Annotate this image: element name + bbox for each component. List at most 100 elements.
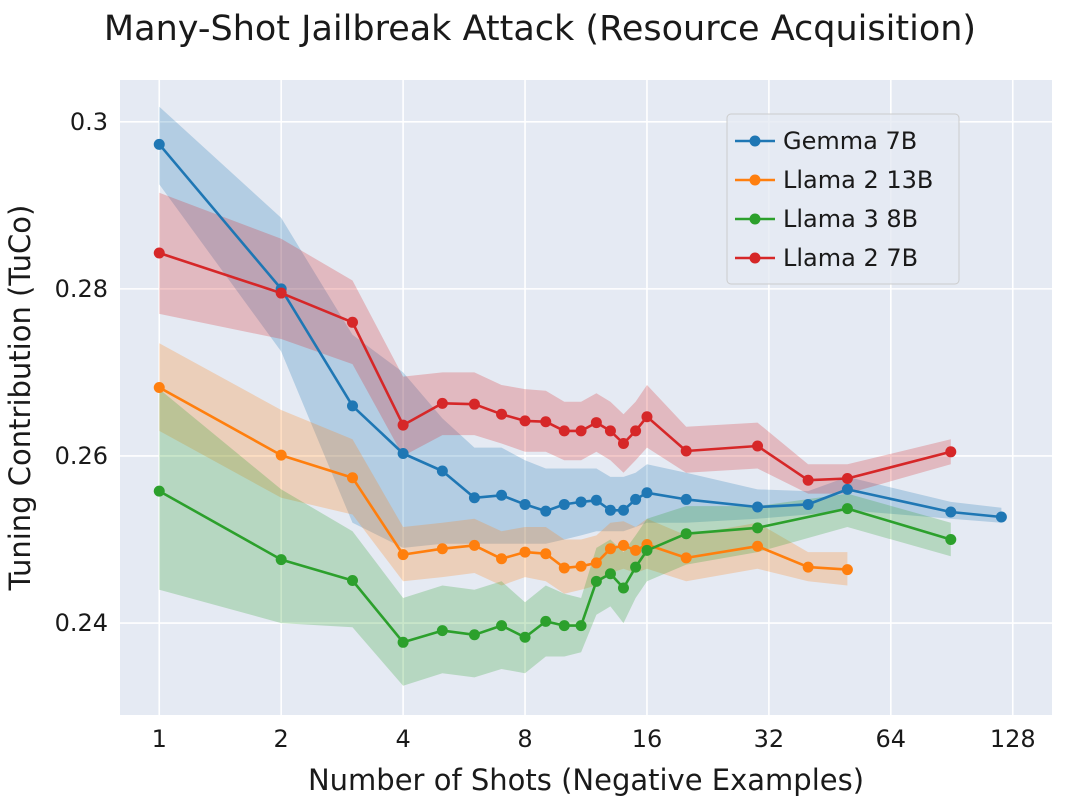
point-llama-3-8b [752, 522, 764, 534]
x-tick-label: 128 [990, 725, 1036, 753]
point-llama-2-7b [558, 425, 570, 437]
y-tick-label: 0.24 [55, 609, 108, 637]
point-llama-2-13b [841, 564, 853, 576]
line-llama-3-8b [158, 489, 952, 644]
point-llama-2-13b [630, 544, 642, 556]
point-llama-2-7b [802, 474, 814, 486]
point-gemma-7b [604, 504, 616, 516]
x-tick-label: 64 [876, 725, 907, 753]
y-axis-label: Tuning Contribution (TuCo) [3, 205, 37, 592]
point-llama-2-13b [590, 557, 602, 569]
x-tick-label: 16 [632, 725, 663, 753]
band-llama-3-8b [159, 389, 951, 686]
legend-label-llama-2-13b: Llama 2 13B [783, 166, 933, 194]
point-llama-2-13b [397, 549, 409, 561]
point-llama-3-8b [558, 620, 570, 632]
point-gemma-7b [397, 447, 409, 459]
y-tick-labels: 0.24 0.26 0.28 0.3 [55, 108, 108, 637]
point-gemma-7b [153, 138, 165, 150]
band-llama-2-13b [159, 343, 848, 594]
line-gemma-7b [158, 143, 1002, 519]
point-gemma-7b [540, 505, 552, 517]
point-llama-3-8b [617, 582, 629, 594]
point-llama-3-8b [540, 615, 552, 627]
x-axis-label: Number of Shots (Negative Examples) [308, 763, 864, 797]
x-tick-labels: 1 2 4 8 16 32 64 128 [152, 725, 1036, 753]
point-llama-3-8b [841, 503, 853, 515]
band-gemma-7b [159, 106, 1002, 548]
y-tick-label: 0.28 [55, 275, 108, 303]
point-gemma-7b [802, 498, 814, 510]
point-gemma-7b [468, 492, 480, 504]
point-llama-2-7b [397, 419, 409, 431]
point-gemma-7b [841, 483, 853, 495]
y-tick-label: 0.3 [70, 108, 108, 136]
point-llama-3-8b [945, 534, 957, 546]
x-tick-label: 1 [152, 725, 167, 753]
point-llama-2-7b [752, 440, 764, 452]
point-gemma-7b [590, 494, 602, 506]
point-llama-3-8b [519, 631, 531, 643]
point-llama-2-7b [680, 445, 692, 457]
legend-marker-llama-2-13b [749, 174, 761, 186]
point-llama-3-8b [680, 528, 692, 540]
chart-title: Many-Shot Jailbreak Attack (Resource Acq… [104, 9, 976, 49]
point-gemma-7b [436, 465, 448, 477]
point-llama-2-7b [590, 417, 602, 429]
point-llama-2-7b [540, 416, 552, 428]
point-gemma-7b [752, 501, 764, 513]
point-llama-2-7b [617, 437, 629, 449]
legend-marker-llama-2-7b [749, 252, 761, 264]
point-gemma-7b [617, 504, 629, 516]
point-llama-2-7b [347, 316, 359, 328]
point-gemma-7b [347, 400, 359, 412]
legend-box [726, 113, 960, 285]
x-tick-label: 4 [395, 725, 410, 753]
point-llama-2-13b [275, 449, 287, 461]
point-gemma-7b [945, 506, 957, 518]
point-llama-2-13b [680, 552, 692, 564]
point-llama-2-13b [575, 560, 587, 572]
point-gemma-7b [558, 498, 570, 510]
point-llama-2-7b [436, 397, 448, 409]
point-llama-2-7b [841, 473, 853, 485]
point-llama-3-8b [590, 575, 602, 587]
point-llama-3-8b [397, 636, 409, 648]
point-llama-3-8b [275, 554, 287, 566]
point-llama-3-8b [153, 485, 165, 497]
point-gemma-7b [519, 498, 531, 510]
point-llama-3-8b [468, 629, 480, 641]
point-llama-2-13b [617, 539, 629, 551]
point-llama-2-7b [496, 408, 508, 420]
point-llama-2-13b [802, 561, 814, 573]
point-llama-2-13b [540, 548, 552, 560]
point-llama-3-8b [575, 620, 587, 632]
point-llama-2-13b [604, 543, 616, 555]
point-llama-2-13b [347, 472, 359, 484]
point-llama-2-7b [945, 446, 957, 458]
point-llama-2-7b [153, 247, 165, 259]
point-llama-2-7b [604, 425, 616, 437]
point-llama-3-8b [641, 544, 653, 556]
band-llama-2-7b [159, 192, 951, 494]
y-tick-label: 0.26 [55, 442, 108, 470]
point-gemma-7b [496, 489, 508, 501]
point-llama-3-8b [347, 574, 359, 586]
legend-label-llama-3-8b: Llama 3 8B [783, 205, 918, 233]
legend-marker-gemma-7b [749, 135, 761, 147]
point-gemma-7b [995, 511, 1007, 523]
x-tick-label: 8 [517, 725, 532, 753]
point-llama-3-8b [496, 620, 508, 632]
confidence-bands [159, 106, 1002, 686]
point-llama-2-13b [496, 553, 508, 565]
series-points [153, 138, 1007, 648]
x-tick-label: 32 [754, 725, 785, 753]
point-gemma-7b [575, 496, 587, 508]
x-tick-label: 2 [274, 725, 289, 753]
legend-label-llama-2-7b: Llama 2 7B [783, 244, 918, 272]
point-llama-2-7b [519, 415, 531, 427]
point-gemma-7b [630, 493, 642, 505]
grid-lines [120, 80, 1052, 715]
point-llama-2-7b [630, 425, 642, 437]
